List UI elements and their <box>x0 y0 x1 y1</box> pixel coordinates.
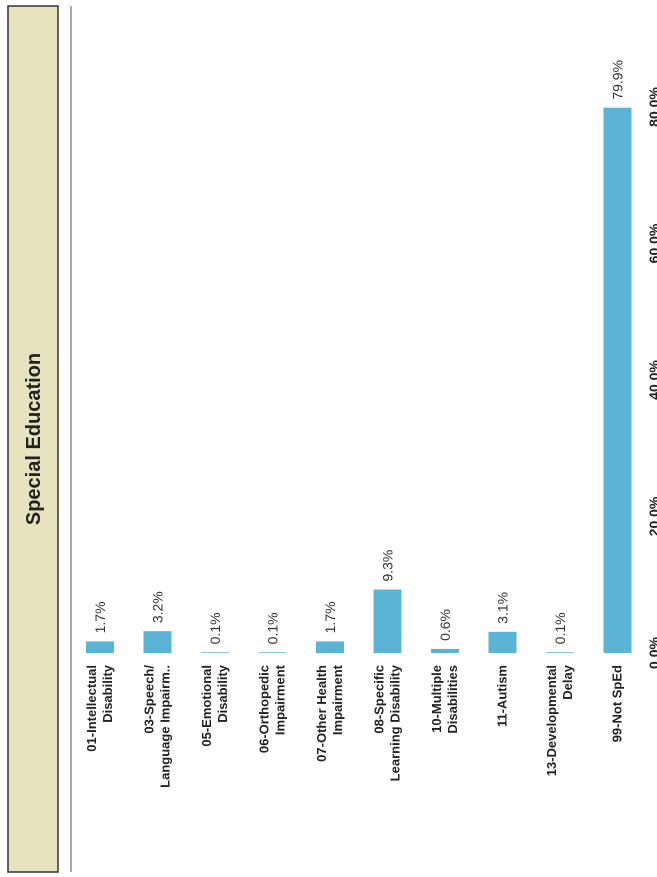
value-label: 3.1% <box>495 592 511 624</box>
bar <box>373 589 402 653</box>
chart-title: Special Education <box>23 353 45 525</box>
x-tick-label: 80.0% <box>646 87 657 127</box>
category-label: 01-IntellectualDisability <box>84 664 115 751</box>
category-label: 07-Other HealthImpairment <box>314 664 345 761</box>
category-label-line: 07-Other Health <box>314 665 329 762</box>
category-label-line: 11-Autism <box>495 665 510 727</box>
category-label-line: 03-Speech/ <box>142 665 157 734</box>
bars <box>86 107 632 654</box>
category-label-line: 06-Orthopedic <box>257 665 272 753</box>
category-label: 13-DevelopmentalDelay <box>544 664 575 776</box>
value-label: 9.3% <box>380 550 396 582</box>
value-label: 79.9% <box>610 60 626 100</box>
category-labels: 01-IntellectualDisability 03-Speech/Langu… <box>84 664 625 788</box>
value-label: 0.1% <box>265 612 281 644</box>
category-label: 05-EmotionalDisability <box>199 664 230 746</box>
category-label-line: Disabilities <box>445 665 460 734</box>
category-label: 99-Not SpEd <box>610 665 625 742</box>
category-label-line: Impairment <box>273 664 288 735</box>
bar <box>431 648 459 653</box>
bar <box>86 641 114 653</box>
category-label-line: 13-Developmental <box>544 665 559 776</box>
category-label-line: Impairment <box>330 664 345 735</box>
value-label: 0.6% <box>437 609 453 641</box>
bar <box>603 107 632 654</box>
category-label-line: 10-Multiple <box>429 665 444 733</box>
value-labels: 1.7% 3.2% 0.1% 0.1% 1.7% 9.3% 0.6% 3.1% 0.1% 79.9… <box>92 60 626 644</box>
value-label: 3.2% <box>150 591 166 623</box>
category-label: 11-Autism <box>495 665 510 727</box>
category-label-line: Disability <box>215 664 230 723</box>
title-band <box>7 5 59 873</box>
category-label-line: Learning Disability <box>388 664 403 781</box>
category-label-line: 01-Intellectual <box>84 665 99 752</box>
x-tick-label: 0.0% <box>646 636 657 668</box>
category-label-line: 99-Not SpEd <box>610 665 625 742</box>
category-label: 10-MultipleDisabilities <box>429 665 460 734</box>
category-label-line: Delay <box>560 664 575 699</box>
bar <box>546 652 574 653</box>
bar <box>258 652 287 653</box>
category-label-line: Disability <box>100 664 115 723</box>
x-tick-label: 20.0% <box>646 496 657 536</box>
category-label: 06-OrthopedicImpairment <box>257 664 288 753</box>
category-label: 03-Speech/Language Impairm.. <box>142 665 173 788</box>
category-label-line: Language Impairm.. <box>158 665 173 788</box>
value-label: 0.1% <box>552 612 568 644</box>
bar <box>488 631 517 653</box>
x-tick-label: 40.0% <box>646 360 657 400</box>
bar <box>143 631 172 653</box>
category-label-line: 05-Emotional <box>199 665 214 747</box>
bar <box>201 652 229 653</box>
value-label: 0.1% <box>207 612 223 644</box>
category-label-line: 08-Specific <box>372 665 387 734</box>
value-label: 1.7% <box>322 601 338 633</box>
x-axis-ticks: 0.0% 20.0% 40.0% 60.0% 80.0% <box>646 87 657 669</box>
x-tick-label: 60.0% <box>646 223 657 263</box>
value-label: 1.7% <box>92 601 108 633</box>
bar <box>316 641 344 653</box>
category-label: 08-SpecificLearning Disability <box>372 664 403 781</box>
